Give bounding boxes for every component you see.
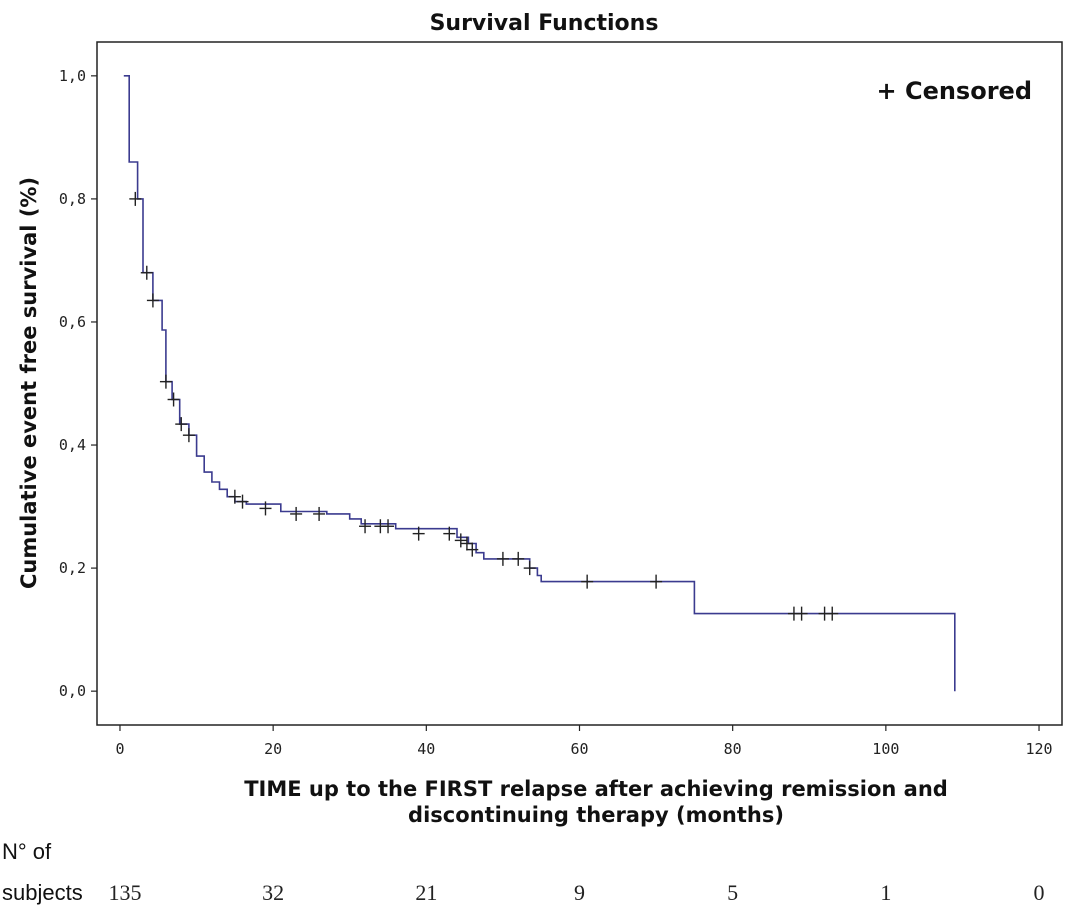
x-tick-label: 100 xyxy=(872,740,899,758)
censor-mark xyxy=(795,606,808,621)
censor-mark xyxy=(140,265,153,280)
x-tick-label: 0 xyxy=(115,740,124,758)
censor-mark xyxy=(382,519,395,534)
risk-table-value: 0 xyxy=(1034,880,1045,905)
x-tick-label: 80 xyxy=(724,740,742,758)
y-tick-label: 0,6 xyxy=(59,313,86,331)
censor-mark xyxy=(460,536,473,551)
censor-mark xyxy=(159,374,172,389)
risk-table-value: 21 xyxy=(415,880,437,905)
x-tick-label: 60 xyxy=(570,740,588,758)
y-tick-label: 0,0 xyxy=(59,682,86,700)
risk-table-values: 135 32 21 9 5 1 0 xyxy=(108,880,1044,905)
censor-mark xyxy=(359,519,372,534)
plot-frame xyxy=(96,41,1063,726)
risk-table-value: 5 xyxy=(727,880,738,905)
x-axis-label-line-1: TIME up to the FIRST relapse after achie… xyxy=(244,777,948,801)
censor-mark xyxy=(175,417,188,432)
risk-table-value: 1 xyxy=(880,880,891,905)
risk-table-value: 135 xyxy=(108,880,141,905)
censor-mark xyxy=(443,526,456,541)
censor-marks xyxy=(129,191,839,621)
y-axis: 0,0 0,2 0,4 0,6 0,8 1,0 xyxy=(59,67,97,700)
censor-mark xyxy=(650,574,663,589)
censor-mark xyxy=(236,494,249,509)
risk-table-value: 9 xyxy=(574,880,585,905)
censor-mark xyxy=(581,574,594,589)
censor-mark xyxy=(228,489,241,504)
y-tick-label: 1,0 xyxy=(59,67,86,85)
x-axis: 0 20 40 60 80 100 120 xyxy=(115,725,1053,758)
censor-mark xyxy=(512,551,525,566)
x-axis-label-line-2: discontinuing therapy (months) xyxy=(408,803,784,827)
censor-mark xyxy=(313,506,326,521)
risk-table-label-line-1: N° of xyxy=(2,839,52,864)
censor-mark xyxy=(182,428,195,443)
legend-censored: + Censored xyxy=(876,77,1032,105)
censor-mark xyxy=(496,551,509,566)
censor-mark xyxy=(826,606,839,621)
censor-mark xyxy=(290,506,303,521)
censor-mark xyxy=(129,191,142,206)
censor-mark xyxy=(454,533,467,548)
y-tick-label: 0,8 xyxy=(59,190,86,208)
risk-table-label-line-2: subjects xyxy=(2,880,83,905)
y-tick-label: 0,2 xyxy=(59,559,86,577)
y-axis-label: Cumulative event free survival (%) xyxy=(17,177,41,589)
censor-mark xyxy=(259,501,272,516)
y-tick-label: 0,4 xyxy=(59,436,86,454)
censor-mark xyxy=(167,392,180,407)
x-tick-label: 120 xyxy=(1025,740,1052,758)
survival-step-line xyxy=(123,75,956,692)
x-tick-label: 40 xyxy=(417,740,435,758)
risk-table-value: 32 xyxy=(262,880,284,905)
chart-title: Survival Functions xyxy=(430,11,659,36)
x-tick-label: 20 xyxy=(264,740,282,758)
censor-mark xyxy=(412,526,425,541)
censor-mark xyxy=(466,542,479,557)
censor-mark xyxy=(523,561,536,576)
censor-mark xyxy=(146,293,159,308)
